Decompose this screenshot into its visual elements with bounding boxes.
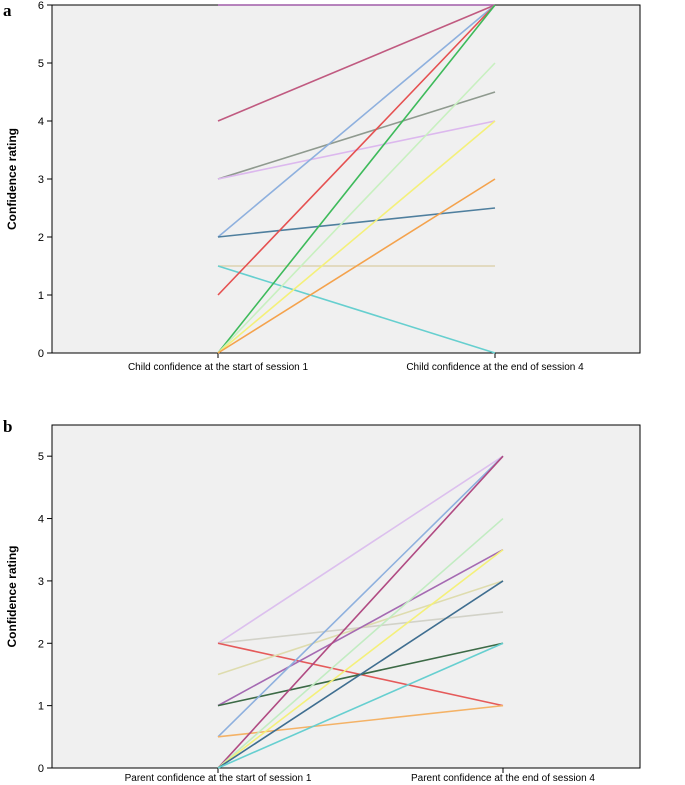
series-line-s12 xyxy=(217,580,504,769)
y-tick-label: 4 xyxy=(38,116,44,128)
series-line-s1 xyxy=(217,455,504,644)
series-line-s7 xyxy=(217,455,504,738)
series-line-s10 xyxy=(217,517,504,769)
x-category-label: Parent confidence at the end of session … xyxy=(411,773,595,784)
y-tick-label: 0 xyxy=(38,763,44,775)
y-tick-label: 2 xyxy=(38,638,44,650)
plot-area xyxy=(51,4,641,354)
x-category-label: Child confidence at the end of session 4 xyxy=(406,362,584,373)
series-line-s12 xyxy=(217,120,496,354)
y-tick-label: 5 xyxy=(38,58,44,70)
y-tick-label: 1 xyxy=(38,701,44,713)
y-tick-label: 3 xyxy=(38,174,44,186)
series-line-s8 xyxy=(217,265,496,354)
series-line-s10 xyxy=(217,4,496,354)
series-line-s11 xyxy=(217,549,504,769)
y-axis-title: Confidence rating xyxy=(5,545,19,647)
series-line-s9 xyxy=(217,455,504,769)
x-category-label: Parent confidence at the start of sessio… xyxy=(125,773,312,784)
series-line-s11 xyxy=(217,62,496,354)
series-line-s5 xyxy=(217,549,504,707)
series-line-s13 xyxy=(217,178,496,354)
chart-panel-b: b 0 1 2 3 4 5 Confidence rating Parent confidenc… xyxy=(3,417,641,784)
y-tick-label: 6 xyxy=(38,0,44,12)
panel-letter: b xyxy=(3,417,12,436)
series-line-s5 xyxy=(217,4,496,238)
y-tick-label: 1 xyxy=(38,290,44,302)
panel-letter: a xyxy=(3,1,12,20)
chart-panel-a: a 0 1 2 3 4 5 6 Confidence rating Child confidenc… xyxy=(3,0,641,373)
y-tick-label: 2 xyxy=(38,232,44,244)
y-tick-label: 4 xyxy=(38,514,44,526)
series-line-s2 xyxy=(217,4,496,122)
series-line-s3 xyxy=(217,91,496,180)
plot-area xyxy=(51,424,641,769)
series-line-s13 xyxy=(217,642,504,769)
y-axis-title: Confidence rating xyxy=(5,128,19,230)
series-line-s6 xyxy=(217,207,496,238)
y-tick-label: 5 xyxy=(38,451,44,463)
y-tick-label: 0 xyxy=(38,348,44,360)
x-category-label: Child confidence at the start of session… xyxy=(128,362,309,373)
y-tick-label: 3 xyxy=(38,576,44,588)
series-line-s9 xyxy=(217,4,496,296)
